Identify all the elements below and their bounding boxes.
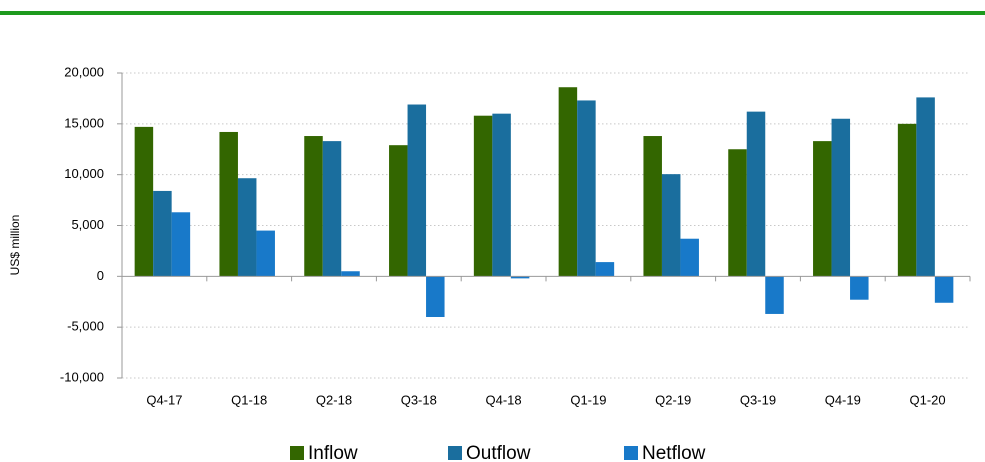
bar [916,97,935,277]
bar [558,87,578,277]
bar [171,212,191,277]
bar [304,136,323,277]
y-tick-label: 15,000 [64,115,104,130]
header-rule [0,11,985,15]
bar [153,190,172,277]
legend-label: Inflow [308,443,358,462]
legend-swatch [624,446,638,460]
bar [426,276,445,317]
bar [407,104,427,277]
bar [897,123,917,277]
y-tick-label: 10,000 [64,166,104,181]
bar [510,276,530,279]
x-tick-label: Q1-20 [910,392,946,407]
x-tick-label: Q2-19 [655,392,691,407]
y-tick-label: 5,000 [71,217,104,232]
bar [341,271,360,277]
bar [934,276,954,303]
bar [134,126,154,277]
x-tick-label: Q4-19 [825,392,861,407]
x-tick-label: Q4-17 [146,392,182,407]
y-tick-label: 20,000 [64,64,104,79]
legend-label: Outflow [466,443,531,462]
bar [643,136,662,277]
legend-swatch [448,446,462,460]
y-tick-label: -10,000 [60,369,104,384]
x-tick-label: Q2-18 [316,392,352,407]
bar [850,276,869,300]
bar [492,113,511,277]
bar [813,141,832,277]
bar [473,115,493,277]
bar [680,238,699,277]
bar [661,174,681,277]
bar [322,141,342,277]
bar [595,262,615,277]
bar [389,145,408,277]
x-tick-label: Q3-19 [740,392,776,407]
y-axis-label: US$ million [8,215,22,276]
x-tick-label: Q1-18 [231,392,267,407]
y-tick-label: -5,000 [67,319,104,334]
bar [237,178,257,277]
bar [746,111,766,277]
legend-swatch [290,446,304,460]
legend-label: Netflow [642,443,706,462]
bar [577,100,596,277]
bar [831,118,851,277]
bar [219,131,238,277]
y-tick-label: 0 [97,268,104,283]
x-tick-label: Q3-18 [401,392,437,407]
x-tick-label: Q1-19 [570,392,606,407]
bar [256,230,275,277]
bar [728,149,747,277]
x-tick-label: Q4-18 [486,392,522,407]
bar [765,276,784,314]
